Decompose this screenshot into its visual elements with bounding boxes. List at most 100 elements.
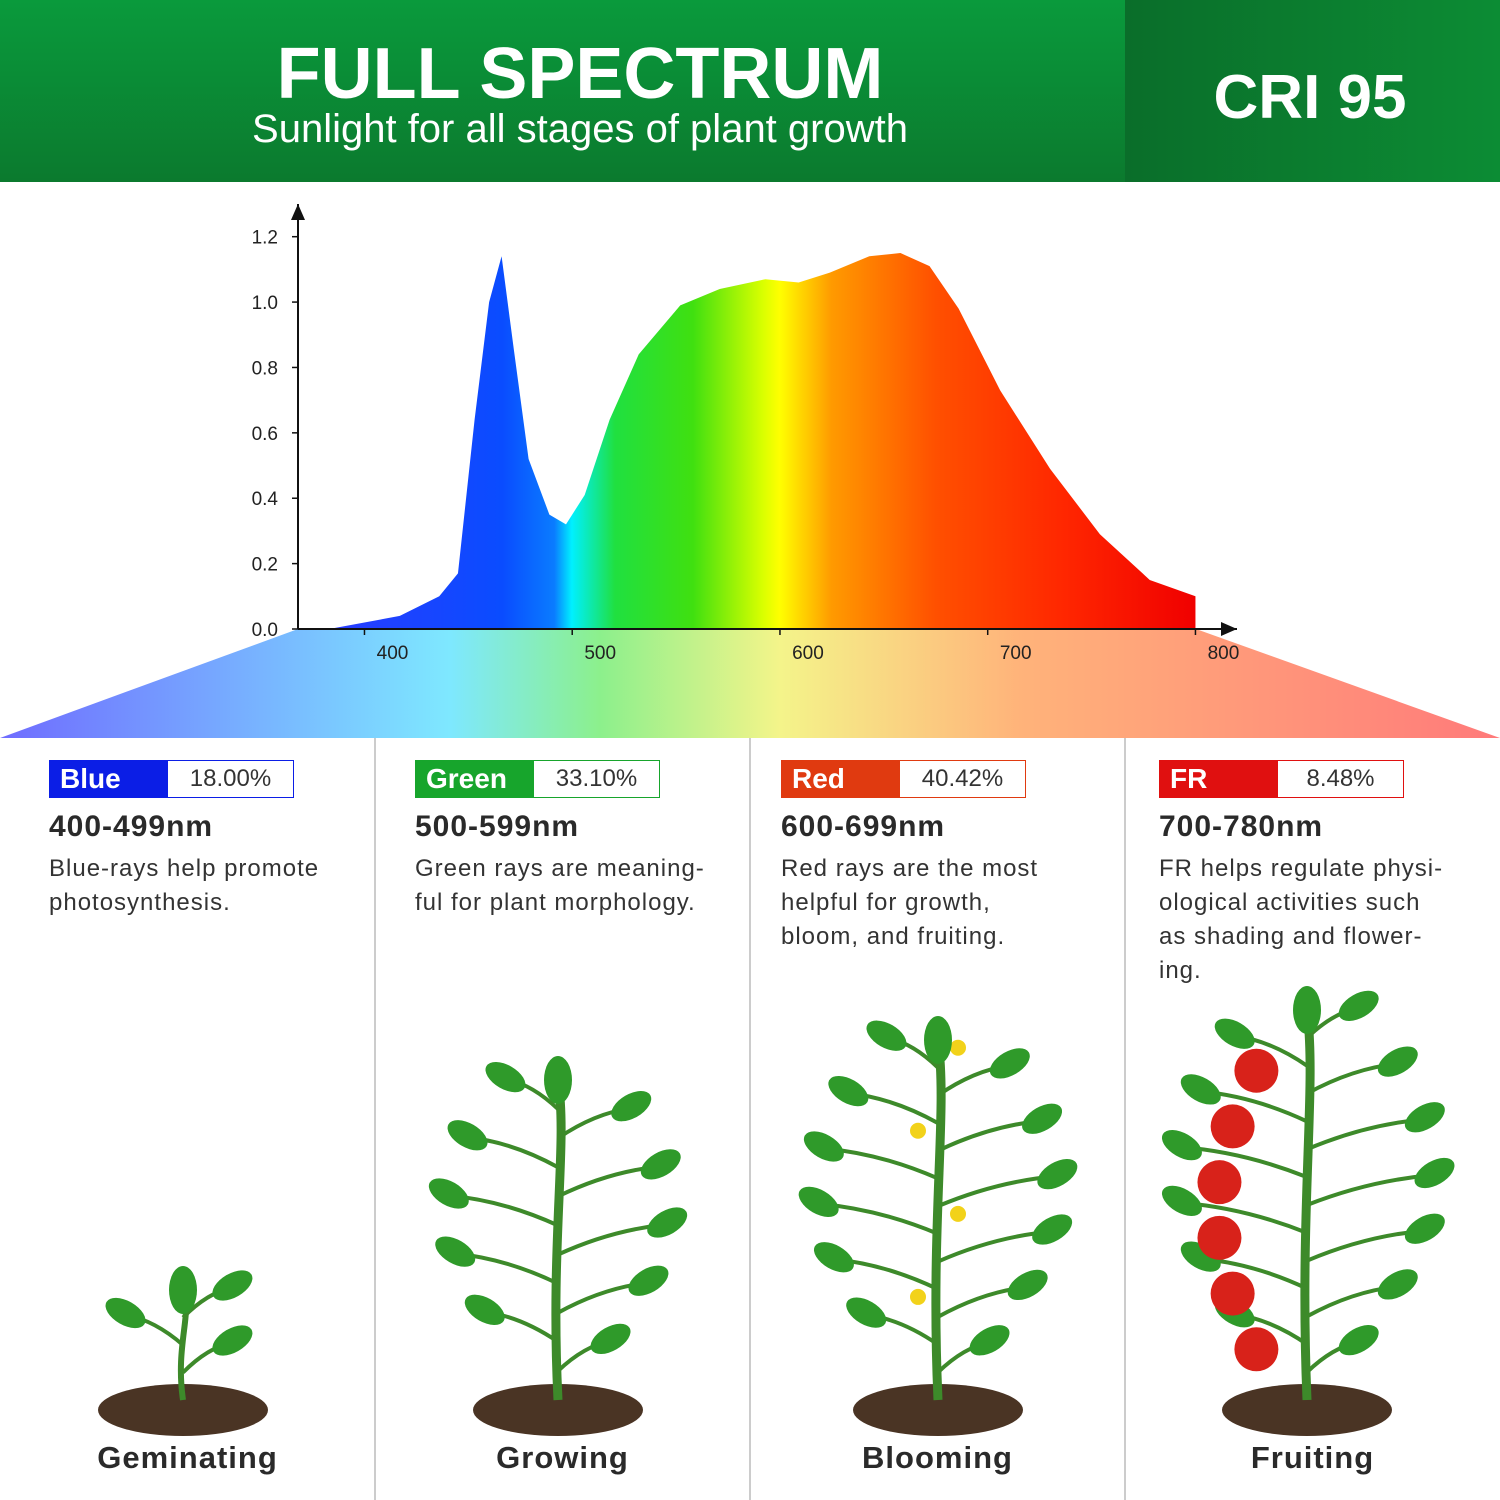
- spectrum-area: [329, 253, 1196, 630]
- band: Green 33.10% 500-599nm Green rays are meani…: [415, 760, 735, 920]
- leaf: [464, 1294, 505, 1325]
- top-leaf: [544, 1056, 572, 1104]
- band-name: Green: [416, 761, 534, 797]
- leaf: [1161, 1185, 1202, 1216]
- stem: [551, 1079, 566, 1401]
- y-tick-label: 0.0: [252, 620, 278, 641]
- leaf: [813, 1242, 854, 1273]
- band-range: 400-499nm: [49, 810, 214, 843]
- band-range: 700-780nm: [1159, 810, 1324, 843]
- flower: [950, 1205, 966, 1222]
- description-line: Blue-rays help promote: [49, 855, 320, 882]
- band-description: Green rays are meaning-ful for plant mor…: [415, 852, 735, 920]
- top-leaf: [169, 1266, 197, 1314]
- band-percent: 40.42%: [921, 765, 1004, 792]
- band-chip: FR 8.48%: [1159, 760, 1404, 798]
- leaf: [1022, 1103, 1063, 1134]
- leaf: [212, 1325, 253, 1356]
- description-line: as shading and flower-: [1159, 923, 1423, 950]
- y-tick-label: 0.2: [252, 555, 278, 576]
- description-line: Red rays are the most: [781, 855, 1039, 882]
- x-tick-label: 500: [584, 643, 616, 664]
- fruit: [1197, 1160, 1242, 1205]
- fruit: [1197, 1215, 1242, 1260]
- leaf: [1338, 990, 1379, 1021]
- description-line: bloom, and fruiting.: [781, 923, 1006, 950]
- leaf: [647, 1207, 688, 1238]
- fruit: [1210, 1104, 1255, 1149]
- leaf: [485, 1061, 526, 1093]
- leaf: [435, 1236, 476, 1267]
- fruit: [1210, 1271, 1255, 1316]
- description-line: ful for plant morphology.: [415, 889, 696, 916]
- soil: [853, 1384, 1023, 1436]
- subtitle: Sunlight for all stages of plant growth: [252, 107, 908, 151]
- description-line: photosynthesis.: [49, 889, 231, 916]
- y-tick-label: 0.6: [252, 424, 278, 445]
- separators: [374, 738, 1126, 1500]
- band-chip: Red 40.42%: [781, 760, 1026, 798]
- soil: [473, 1384, 643, 1436]
- description-line: helpful for growth,: [781, 889, 991, 916]
- leaf: [590, 1323, 631, 1355]
- x-tick-label: 700: [1000, 643, 1032, 664]
- leaf: [1404, 1102, 1445, 1133]
- band-name: Red: [782, 761, 900, 797]
- axes: [297, 204, 1237, 630]
- band: Red 40.42% 600-699nm Red rays are the most h…: [781, 760, 1101, 954]
- x-tick-label: 800: [1208, 643, 1240, 664]
- soil: [98, 1384, 268, 1436]
- band-name: Blue: [50, 761, 168, 797]
- leaf: [1338, 1325, 1379, 1356]
- leaf: [447, 1120, 488, 1151]
- leaf: [969, 1325, 1010, 1356]
- leaf: [212, 1270, 253, 1301]
- band-description: Blue-rays help promote photosynthesis.: [49, 852, 369, 920]
- band: FR 8.48% 700-780nm FR helps regulate physi-…: [1159, 760, 1479, 988]
- stage-label: Growing: [496, 1440, 629, 1475]
- fruit: [1234, 1327, 1279, 1372]
- band-description: Red rays are the most helpful for growth,…: [781, 852, 1101, 954]
- leaf: [1007, 1269, 1048, 1301]
- title: FULL SPECTRUM: [277, 34, 884, 114]
- stem: [931, 1039, 946, 1401]
- band-percent: 33.10%: [555, 765, 638, 792]
- stage-label: Fruiting: [1250, 1440, 1375, 1475]
- flower: [910, 1122, 926, 1139]
- leaf: [846, 1297, 887, 1328]
- leaf: [1180, 1074, 1221, 1105]
- x-tick-label: 400: [377, 643, 409, 664]
- top-leaf: [924, 1016, 952, 1064]
- badge: CRI 95: [1214, 63, 1407, 132]
- description-line: Green rays are meaning-: [415, 855, 705, 882]
- leaf: [628, 1265, 669, 1296]
- header-bg: [0, 0, 1125, 182]
- stem: [1300, 1009, 1315, 1401]
- leaf: [1032, 1214, 1073, 1245]
- band-range: 500-599nm: [415, 810, 580, 843]
- leaf: [828, 1075, 869, 1107]
- description-line: ing.: [1159, 957, 1202, 984]
- y-tick-label: 0.4: [252, 489, 279, 510]
- band-percent: 18.00%: [189, 765, 272, 792]
- leaf: [640, 1149, 681, 1180]
- leaf: [611, 1091, 652, 1122]
- band: Blue 18.00% 400-499nm Blue-rays help promot…: [49, 760, 369, 920]
- leaf: [1414, 1157, 1455, 1189]
- leaf: [1214, 1018, 1255, 1049]
- leaf: [866, 1020, 907, 1051]
- band-chip: Green 33.10%: [415, 760, 660, 798]
- leaf: [428, 1178, 469, 1209]
- top-leaf: [1293, 986, 1321, 1034]
- plants: [98, 986, 1455, 1436]
- leaf: [803, 1131, 844, 1162]
- leaf: [1161, 1130, 1202, 1161]
- y-tick-label: 0.8: [252, 358, 278, 379]
- band-chip: Blue 18.00%: [49, 760, 294, 798]
- leaf: [1037, 1159, 1078, 1190]
- band-range: 600-699nm: [781, 810, 946, 843]
- stage-label: Geminating: [97, 1440, 278, 1475]
- leaf: [989, 1048, 1030, 1079]
